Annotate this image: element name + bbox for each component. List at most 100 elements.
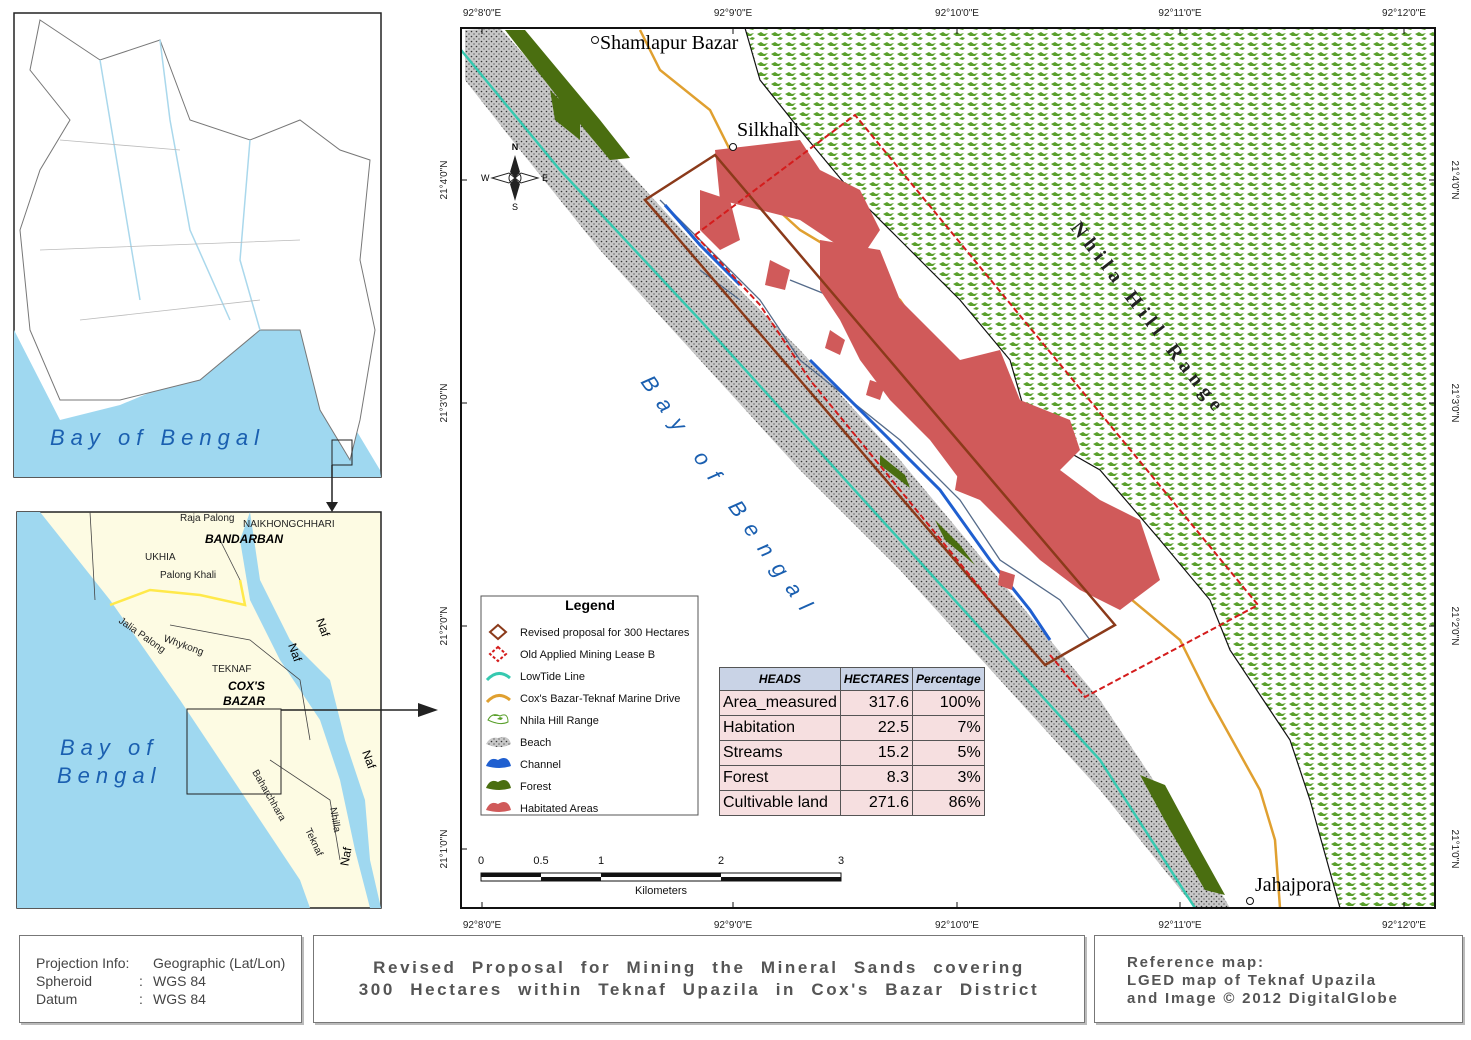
river-label: Naf <box>337 846 354 867</box>
latitude-label: 21°2'0"N <box>439 607 450 646</box>
scale-tick-label: 2 <box>718 855 724 867</box>
latitude-label: 21°4'0"N <box>439 161 450 200</box>
table-cell: Habitation <box>719 715 841 741</box>
legend-label: Habitated Areas <box>520 803 599 815</box>
place-label: NAIKHONGCHHARI <box>243 519 335 530</box>
district-label: COX'S <box>228 679 265 693</box>
latitude-label: 21°1'0"N <box>439 830 450 869</box>
legend-label: Old Applied Mining Lease B <box>520 649 655 661</box>
legend-label: Forest <box>520 781 551 793</box>
table-cell: 317.6 <box>839 690 913 716</box>
district-label: BAZAR <box>223 694 265 708</box>
longitude-label: 92°8'0"E <box>463 8 502 19</box>
reference-text: Reference map: <box>1127 954 1265 971</box>
river-label: Naf <box>313 616 333 639</box>
table-cell: 8.3 <box>839 765 913 791</box>
longitude-label: 92°10'0"E <box>935 920 979 930</box>
place-label: Nhilla <box>327 807 342 834</box>
table-row: Area_measured 317.6 100% <box>719 690 985 716</box>
scale-tick-label: 1 <box>598 855 604 867</box>
projection-row: Projection Info: Geographic (Lat/Lon) <box>36 954 296 972</box>
table-row: Forest 8.3 3% <box>719 765 985 791</box>
projection-text: : <box>139 991 143 1007</box>
legend-label: Revised proposal for 300 Hectares <box>520 627 690 639</box>
compass-label: E <box>542 173 548 183</box>
table-row: Habitation 22.5 7% <box>719 715 985 741</box>
scale-tick-label: 0 <box>478 855 484 867</box>
longitude-label: 92°11'0"E <box>1158 8 1202 19</box>
longitude-label: 92°12'0"E <box>1382 8 1426 19</box>
longitude-label: 92°10'0"E <box>935 8 979 19</box>
locator-map: Bay of Bengal <box>13 12 382 512</box>
table-row: Streams 15.2 5% <box>719 740 985 766</box>
scale-bar: 0 0.5 1 2 3 Kilometers <box>478 855 844 897</box>
table-cell: 22.5 <box>839 715 913 741</box>
reference-box: Reference map: LGED map of Teknaf Upazil… <box>1094 935 1463 1023</box>
river-label: Naf <box>285 641 305 664</box>
map-title: Revised Proposal for Mining the Mineral … <box>373 958 1025 977</box>
legend-label: Channel <box>520 759 561 771</box>
legend-label: LowTide Line <box>520 671 585 683</box>
table-cell: Area_measured <box>719 690 841 716</box>
projection-text: WGS 84 <box>153 991 206 1007</box>
projection-row: Datum: WGS 84 <box>36 990 296 1008</box>
place-label: UKHIA <box>145 552 176 563</box>
table-cell: 3% <box>911 765 985 791</box>
district-label: BANDARBAN <box>205 532 283 546</box>
table-header: Percentage <box>911 667 985 691</box>
sea-label: Bay of <box>60 735 158 760</box>
legend-title: Legend <box>565 597 615 613</box>
scale-tick-label: 3 <box>838 855 844 867</box>
table-cell: 271.6 <box>839 790 913 816</box>
projection-text: WGS 84 <box>153 973 206 989</box>
table-cell: 15.2 <box>839 740 913 766</box>
projection-text: : <box>139 973 143 989</box>
compass-label: N <box>512 142 519 152</box>
place-label: Palong Khali <box>160 570 216 581</box>
latitude-label: 21°2'0"N <box>1449 607 1460 646</box>
table-cell: 86% <box>911 790 985 816</box>
projection-text: Geographic (Lat/Lon) <box>153 955 286 971</box>
compass: N S E W <box>481 142 548 212</box>
latitude-label: 21°4'0"N <box>1449 161 1460 200</box>
reference-text: LGED map of Teknaf Upazila <box>1127 972 1377 989</box>
district-map: Raja Palong NAIKHONGCHHARI BANDARBAN UKH… <box>16 511 438 909</box>
table-cell: 7% <box>911 715 985 741</box>
area-table: HEADS HECTARES Percentage Area_measured 317… <box>719 667 985 816</box>
longitude-label: 92°8'0"E <box>463 920 502 930</box>
latitude-label: 21°3'0"N <box>439 384 450 423</box>
longitude-label: 92°9'0"E <box>714 920 753 930</box>
table-cell: Forest <box>719 765 841 791</box>
river-label: Naf <box>359 748 379 771</box>
compass-label: W <box>481 173 490 183</box>
table-cell: Streams <box>719 740 841 766</box>
latitude-label: 21°3'0"N <box>1449 384 1460 423</box>
table-header: HECTARES <box>839 667 913 691</box>
reference-text: and Image © 2012 DigitalGlobe <box>1127 990 1399 1007</box>
projection-row: Spheroid: WGS 84 <box>36 972 296 990</box>
place-label: Raja Palong <box>180 513 234 524</box>
longitude-label: 92°9'0"E <box>714 8 753 19</box>
projection-info: Projection Info: Geographic (Lat/Lon) Sphe… <box>36 954 296 1008</box>
latitude-label: 21°1'0"N <box>1449 830 1460 869</box>
place-label: TEKNAF <box>212 664 251 675</box>
scale-tick-label: 0.5 <box>533 855 548 867</box>
projection-text: Spheroid <box>36 973 93 989</box>
table-cell: Cultivable land <box>719 790 841 816</box>
projection-text: Datum <box>36 991 78 1007</box>
title-box: Revised Proposal for Mining the Mineral … <box>313 935 1085 1023</box>
sea-label: Bay of Bengal <box>50 425 265 450</box>
legend-label: Beach <box>520 737 551 749</box>
legend-items: Revised proposal for 300 Hectares Old App… <box>520 627 690 815</box>
map-canvas: Bay of Bengal Raja Palong NAIKHONGCHHARI… <box>13 8 1460 930</box>
map-title: 300 Hectares within Teknaf Upazila in Co… <box>358 980 1040 999</box>
legend: Legend Revised proposal for 300 Hectares… <box>480 595 699 816</box>
longitude-label: 92°12'0"E <box>1382 920 1426 930</box>
table-header: HEADS <box>719 667 841 691</box>
scale-unit: Kilometers <box>635 885 687 897</box>
place-label: Shamlapur Bazar <box>600 32 739 54</box>
table-cell: 5% <box>911 740 985 766</box>
graticule: 92°8'0"E 92°8'0"E 92°9'0"E 92°9'0"E 92°10'0"… <box>439 8 1460 930</box>
longitude-label: 92°11'0"E <box>1158 920 1202 930</box>
